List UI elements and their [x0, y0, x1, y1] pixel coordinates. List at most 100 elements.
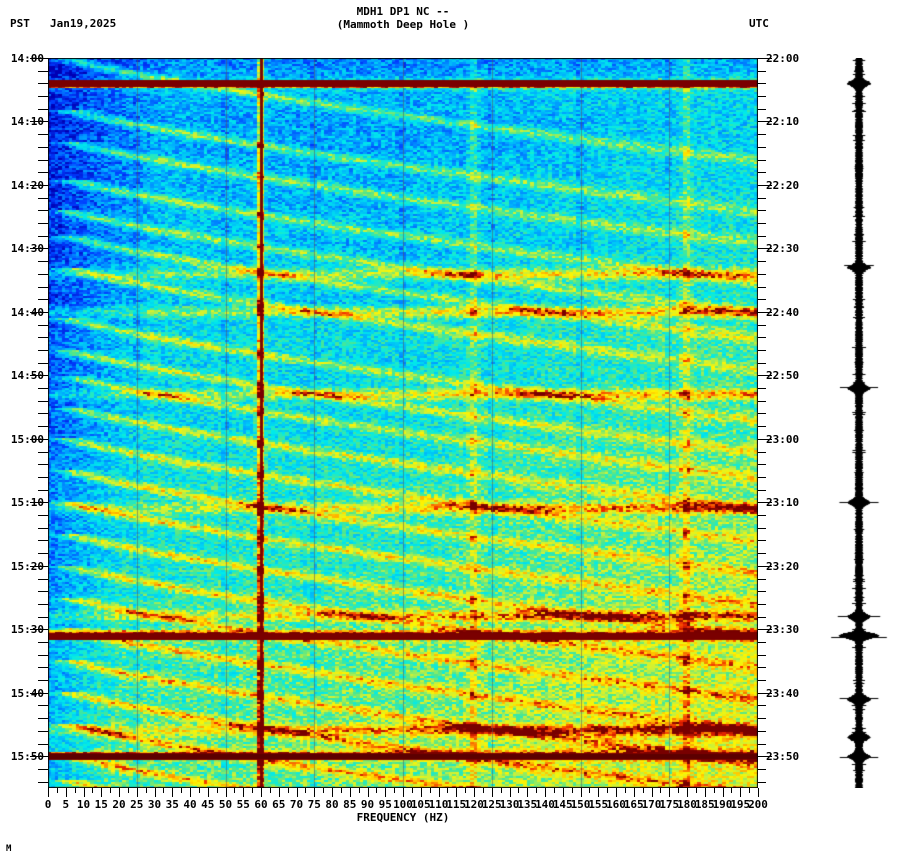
- x-axis-label: 160: [606, 798, 626, 811]
- x-axis-minor-tick: [465, 788, 466, 793]
- x-axis-label: 145: [552, 798, 573, 811]
- y-axis-minor-tick: [38, 274, 48, 275]
- y-axis-major-tick: [30, 185, 48, 186]
- y-axis-minor-tick: [38, 604, 48, 605]
- y-axis-minor-tick-right: [758, 134, 766, 135]
- x-axis-label: 125: [481, 798, 502, 811]
- y-axis-minor-tick: [38, 744, 48, 745]
- station-title-text: MDH1 DP1 NC --: [356, 5, 450, 18]
- y-axis-label-pst: 14:30: [10, 242, 44, 255]
- y-axis-major-tick: [30, 439, 48, 440]
- y-axis-minor-tick-right: [758, 515, 766, 516]
- x-axis-minor-tick: [270, 788, 271, 793]
- x-axis-label: 85: [343, 798, 357, 811]
- y-axis-minor-tick-right: [758, 350, 766, 351]
- x-axis-minor-tick: [75, 788, 76, 793]
- x-axis-major-tick: [687, 788, 688, 797]
- y-axis-minor-tick: [38, 718, 48, 719]
- station-title: MDH1 DP1 NC --: [0, 5, 902, 18]
- x-axis-minor-tick: [305, 788, 306, 793]
- y-axis-minor-tick-right: [758, 198, 766, 199]
- x-axis-label: 155: [588, 798, 609, 811]
- y-axis-minor-tick-right: [758, 452, 766, 453]
- y-axis-minor-tick-right: [758, 667, 766, 668]
- y-axis-minor-tick: [38, 147, 48, 148]
- y-axis-minor-tick-right: [758, 426, 766, 427]
- x-axis-major-tick: [563, 788, 564, 797]
- y-axis-minor-tick: [38, 464, 48, 465]
- x-axis-minor-tick: [146, 788, 147, 793]
- x-axis-label: 35: [165, 798, 179, 811]
- x-axis-major-tick: [297, 788, 298, 797]
- y-axis-minor-tick: [38, 667, 48, 668]
- x-axis-major-tick: [421, 788, 422, 797]
- x-axis-major-tick: [545, 788, 546, 797]
- x-axis-minor-tick: [447, 788, 448, 793]
- y-axis-minor-tick-right: [758, 210, 766, 211]
- x-axis-minor-tick: [554, 788, 555, 793]
- y-axis-major-tick-right: [758, 756, 772, 757]
- y-axis-minor-tick: [38, 705, 48, 706]
- x-axis-label: 20: [112, 798, 126, 811]
- y-axis-major-tick: [30, 566, 48, 567]
- y-axis-label-utc: 22:50: [766, 369, 800, 382]
- y-axis-label-utc: 22:30: [766, 242, 800, 255]
- x-axis-label: 50: [218, 798, 233, 811]
- x-axis-minor-tick: [749, 788, 750, 793]
- x-axis-minor-tick: [128, 788, 129, 793]
- x-axis-minor-tick: [572, 788, 573, 793]
- x-axis-minor-tick: [394, 788, 395, 793]
- x-axis-major-tick: [172, 788, 173, 797]
- y-axis-minor-tick-right: [758, 363, 766, 364]
- y-axis-major-tick-right: [758, 185, 772, 186]
- y-axis-major-tick: [30, 58, 48, 59]
- y-axis-label-pst: 14:20: [10, 179, 44, 192]
- y-axis-minor-tick: [38, 299, 48, 300]
- x-axis-label: 65: [272, 798, 286, 811]
- x-axis-label: 130: [499, 798, 520, 811]
- y-axis-major-tick: [30, 693, 48, 694]
- x-axis-major-tick: [350, 788, 351, 797]
- y-axis-minor-tick: [38, 426, 48, 427]
- x-axis-minor-tick: [92, 788, 93, 793]
- y-axis-minor-tick: [38, 452, 48, 453]
- x-axis-major-tick: [510, 788, 511, 797]
- y-axis-minor-tick-right: [758, 388, 766, 389]
- x-axis-label: 150: [570, 798, 591, 811]
- x-axis-label: 70: [289, 798, 304, 811]
- y-axis-minor-tick: [38, 261, 48, 262]
- y-axis-major-tick-right: [758, 312, 772, 313]
- x-axis-major-tick: [474, 788, 475, 797]
- y-axis-major-tick-right: [758, 439, 772, 440]
- y-axis-minor-tick: [38, 553, 48, 554]
- y-axis-label-utc: 22:40: [766, 306, 800, 319]
- y-axis-label-utc: 23:10: [766, 496, 800, 509]
- x-axis-minor-tick: [625, 788, 626, 793]
- x-axis-major-tick: [581, 788, 582, 797]
- y-axis-minor-tick: [38, 83, 48, 84]
- x-axis-minor-tick: [714, 788, 715, 793]
- y-axis-minor-tick-right: [758, 655, 766, 656]
- x-axis-major-tick: [208, 788, 209, 797]
- x-axis-minor-tick: [678, 788, 679, 793]
- x-axis-minor-tick: [412, 788, 413, 793]
- date-label: Jan19,2025: [50, 17, 117, 30]
- y-axis-minor-tick: [38, 236, 48, 237]
- x-axis-label: 0: [44, 798, 52, 811]
- y-axis-minor-tick: [38, 540, 48, 541]
- x-axis-major-tick: [155, 788, 156, 797]
- x-axis-label: 25: [130, 798, 144, 811]
- x-axis-label: 15: [94, 798, 108, 811]
- y-axis-minor-tick-right: [758, 705, 766, 706]
- x-axis-minor-tick: [660, 788, 661, 793]
- y-axis-label-utc: 23:20: [766, 560, 800, 573]
- y-axis-label-utc: 23:00: [766, 433, 800, 446]
- x-axis-major-tick: [527, 788, 528, 797]
- x-axis-label: 5: [62, 798, 70, 811]
- y-axis-minor-tick-right: [758, 325, 766, 326]
- x-axis-label: 40: [183, 798, 197, 811]
- x-axis-label: 120: [464, 798, 484, 811]
- x-axis-major-tick: [598, 788, 599, 797]
- x-axis-minor-tick: [731, 788, 732, 793]
